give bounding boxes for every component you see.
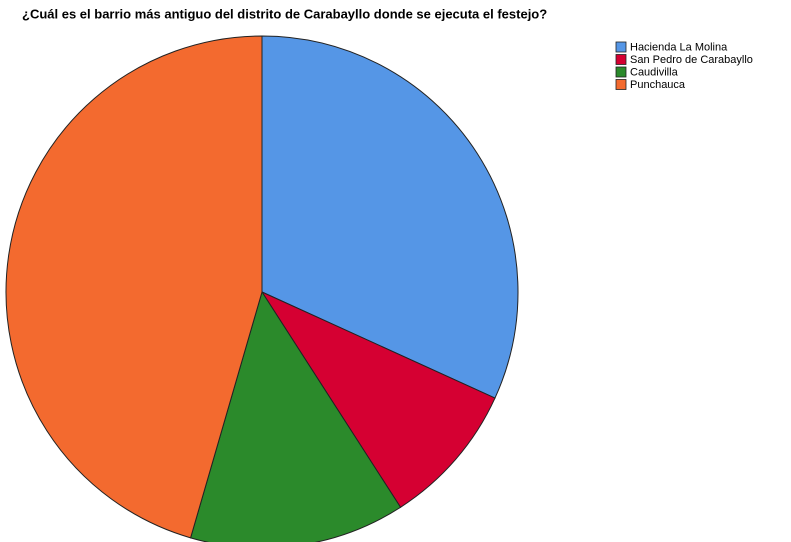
pie-slice <box>189 290 402 542</box>
pie-slice <box>261 35 519 399</box>
pie-slice <box>5 35 263 539</box>
legend-label: San Pedro de Carabayllo <box>630 54 753 66</box>
chart-title: ¿Cuál es el barrio más antiguo del distr… <box>22 6 547 21</box>
legend-swatch <box>615 54 627 65</box>
legend-swatch <box>615 41 627 53</box>
legend-label: Caudivilla <box>630 66 679 78</box>
legend-swatch <box>615 66 627 78</box>
legend-label: Punchauca <box>630 79 686 91</box>
legend-swatch <box>615 79 627 90</box>
pie-slice <box>260 290 496 508</box>
legend-label: Hacienda La Molina <box>630 41 728 53</box>
